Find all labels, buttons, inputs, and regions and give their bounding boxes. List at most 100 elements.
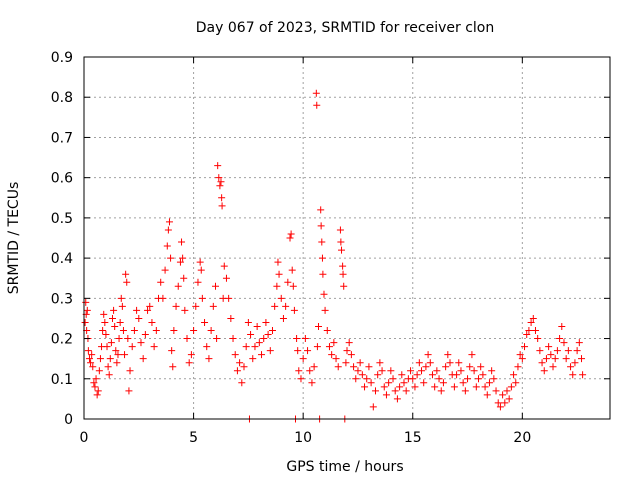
data-point [323,327,331,335]
data-point [165,218,173,226]
data-point [382,391,390,399]
data-point [262,318,270,326]
data-point [352,375,360,383]
data-point [339,270,347,278]
data-point [505,395,513,403]
data-point [293,335,301,343]
data-point [216,182,224,190]
data-point [144,306,152,314]
data-point [85,355,93,363]
data-point [125,387,133,395]
data-point [369,403,377,411]
data-point [575,339,583,347]
data-point [185,359,193,367]
data-point [470,367,478,375]
data-point [549,363,557,371]
data-point [258,351,266,359]
data-point [488,367,496,375]
data-point [481,383,489,391]
data-point [110,306,118,314]
data-point [380,383,388,391]
data-point [318,254,326,262]
data-point [236,359,244,367]
data-point [288,266,296,274]
data-point [192,302,200,310]
data-point [354,367,362,375]
data-point [268,327,276,335]
data-point [207,327,215,335]
data-point [273,282,281,290]
data-point [290,306,298,314]
data-point [343,347,351,355]
data-point [215,174,223,182]
data-point [301,335,309,343]
data-point [396,383,404,391]
data-point [567,363,575,371]
data-point [141,331,149,339]
data-point [304,347,312,355]
data-point [212,282,219,290]
data-point [174,282,182,290]
data-point [95,367,103,375]
data-point [407,367,415,375]
data-point [133,306,141,314]
data-point [111,322,119,330]
data-point [378,367,386,375]
y-tick-label: 0.8 [51,90,73,106]
data-point [227,314,235,322]
data-point [266,347,274,355]
data-point [538,359,546,367]
data-point [87,359,95,367]
data-point [231,351,239,359]
data-point [336,226,344,234]
data-point [161,266,169,274]
data-point [455,359,463,367]
data-point [233,367,241,375]
data-point [117,294,125,302]
data-point [88,351,96,359]
data-point [571,359,579,367]
data-point [247,331,255,339]
y-tick-label: 0.6 [51,171,73,187]
data-point [176,258,184,266]
data-point [475,375,482,383]
data-point [317,206,325,214]
data-point [167,254,175,262]
y-tick-label: 0.4 [51,251,73,267]
data-point [325,343,333,351]
data-point [461,387,469,395]
data-point [194,278,202,286]
data-point [437,387,445,395]
data-point [444,351,452,359]
data-point [157,278,165,286]
data-point [356,359,364,367]
data-point [317,222,325,230]
data-point [485,379,493,387]
data-point [287,230,295,238]
data-point [139,355,147,363]
data-point [217,178,225,186]
data-point [277,294,285,302]
data-point [450,383,458,391]
data-point [96,355,104,363]
data-point [536,347,544,355]
data-point [457,367,465,375]
data-point [418,367,426,375]
data-point [358,371,366,379]
data-point [146,302,154,310]
data-point [332,355,340,363]
x-tick-label: 10 [294,430,312,446]
data-point [518,355,526,363]
data-point [209,302,217,310]
y-tick-label: 0.3 [51,291,73,307]
data-point [148,318,156,326]
data-point [83,306,91,314]
data-point [101,318,109,326]
data-point [328,351,336,359]
data-point [422,363,430,371]
data-point [578,355,586,363]
data-point [551,355,559,363]
data-point [103,343,111,351]
data-point [313,343,321,351]
data-point [376,359,384,367]
